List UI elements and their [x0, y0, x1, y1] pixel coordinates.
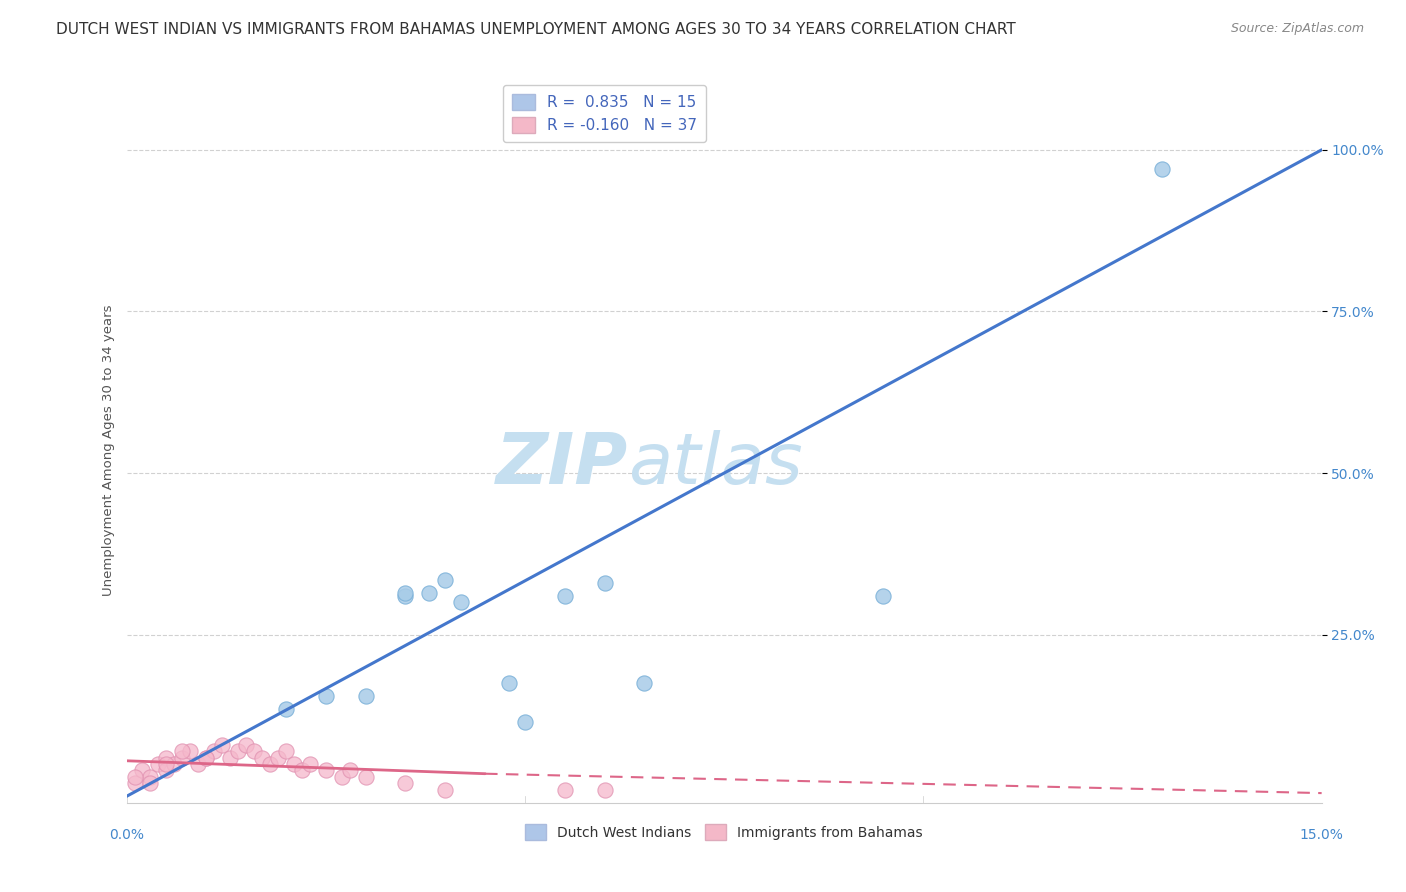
Point [354, 689, 377, 703]
Point [124, 776, 146, 790]
Y-axis label: Unemployment Among Ages 30 to 34 years: Unemployment Among Ages 30 to 34 years [103, 305, 115, 596]
Point [554, 589, 576, 603]
Point [315, 689, 337, 703]
Point [211, 738, 233, 752]
Point [339, 764, 361, 778]
Point [633, 676, 655, 690]
Point [172, 750, 194, 764]
Text: 0.0%: 0.0% [110, 828, 143, 842]
Point [274, 744, 297, 758]
Point [450, 595, 472, 609]
Point [235, 738, 257, 752]
Point [139, 770, 162, 784]
Point [330, 770, 353, 784]
Point [291, 764, 314, 778]
Point [434, 783, 457, 797]
Point [872, 589, 894, 603]
Point [243, 744, 266, 758]
Point [179, 744, 201, 758]
Point [394, 585, 416, 599]
Point [124, 770, 146, 784]
Point [593, 576, 616, 591]
Point [354, 770, 377, 784]
Point [155, 750, 177, 764]
Point [434, 573, 457, 587]
Point [274, 702, 297, 716]
Point [1152, 162, 1174, 177]
Point [131, 764, 153, 778]
Point [202, 744, 225, 758]
Point [163, 757, 186, 772]
Text: Source: ZipAtlas.com: Source: ZipAtlas.com [1230, 22, 1364, 36]
Point [267, 750, 290, 764]
Point [315, 764, 337, 778]
Point [195, 750, 218, 764]
Point [418, 585, 440, 599]
Point [593, 783, 616, 797]
Point [148, 757, 170, 772]
Text: DUTCH WEST INDIAN VS IMMIGRANTS FROM BAHAMAS UNEMPLOYMENT AMONG AGES 30 TO 34 YE: DUTCH WEST INDIAN VS IMMIGRANTS FROM BAH… [56, 22, 1017, 37]
Point [187, 757, 209, 772]
Point [259, 757, 281, 772]
Point [394, 776, 416, 790]
Point [219, 750, 242, 764]
Point [394, 589, 416, 603]
Point [155, 764, 177, 778]
Point [554, 783, 576, 797]
Point [172, 744, 194, 758]
Point [513, 714, 536, 729]
Legend: Dutch West Indians, Immigrants from Bahamas: Dutch West Indians, Immigrants from Baha… [520, 819, 928, 846]
Point [226, 744, 249, 758]
Text: 15.0%: 15.0% [1299, 828, 1344, 842]
Text: atlas: atlas [628, 430, 803, 499]
Point [250, 750, 273, 764]
Point [498, 676, 520, 690]
Point [298, 757, 321, 772]
Point [195, 750, 218, 764]
Point [155, 757, 177, 772]
Point [283, 757, 305, 772]
Text: ZIP: ZIP [496, 430, 628, 499]
Point [139, 776, 162, 790]
